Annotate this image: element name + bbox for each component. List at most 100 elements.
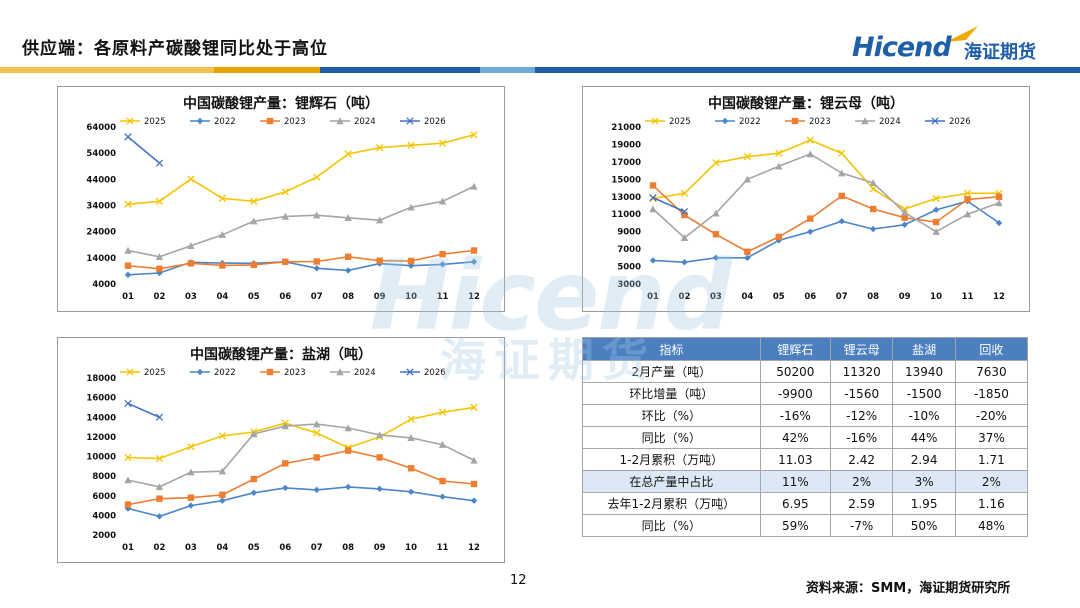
data-point-2022 <box>807 228 814 235</box>
x-tick-label: 08 <box>342 543 354 553</box>
table-cell: 1.95 <box>892 492 956 515</box>
data-point-2022 <box>775 237 783 244</box>
table-cell: -10% <box>892 404 956 427</box>
data-point-2022 <box>712 254 720 262</box>
x-tick-label: 02 <box>154 543 166 553</box>
table-cell: 37% <box>954 426 1029 449</box>
x-tick-label: 06 <box>279 292 291 302</box>
table-cell: 2.42 <box>829 448 894 471</box>
legend-label: 2025 <box>669 117 691 127</box>
data-point-2023 <box>313 258 320 265</box>
data-point-2022 <box>344 267 352 274</box>
logo-text-en: Hicend <box>852 32 952 63</box>
data-point-2023 <box>344 447 352 454</box>
series-line-2023 <box>652 184 1000 253</box>
data-point-2025 <box>124 200 132 208</box>
y-tick-label: 54000 <box>86 149 116 159</box>
source-note: 资料来源：SMM，海证期货研究所 <box>806 581 1011 596</box>
data-point-2024 <box>124 246 132 254</box>
table-cell: 2.59 <box>829 492 894 515</box>
y-tick-label: 4000 <box>92 280 116 290</box>
y-tick-label: 24000 <box>86 228 116 238</box>
table-cell: -16% <box>759 404 831 427</box>
legend-label: 2026 <box>949 117 971 127</box>
data-point-2022 <box>313 486 320 494</box>
x-tick-label: 11 <box>437 292 449 302</box>
table-cell: 环比（%） <box>582 404 761 427</box>
data-point-2022 <box>407 488 415 496</box>
data-point-2022 <box>470 258 478 265</box>
data-point-2024 <box>187 242 195 249</box>
table-cell: 13940 <box>892 360 956 383</box>
table-header-cell: 锂云母 <box>829 337 894 361</box>
data-point-2023 <box>250 261 258 269</box>
company-logo: Hicend 海证期货 <box>852 26 1052 66</box>
data-point-2024 <box>932 227 940 235</box>
series-line-2022 <box>652 200 1000 264</box>
x-tick-label: 01 <box>647 292 659 302</box>
data-point-2022 <box>681 258 688 266</box>
data-point-2025 <box>470 403 478 412</box>
data-point-2023 <box>313 454 320 461</box>
x-tick-label: 05 <box>248 543 260 553</box>
y-tick-label: 14000 <box>86 254 116 264</box>
legend-label: 2024 <box>354 117 376 127</box>
legend-marker <box>651 117 659 125</box>
data-point-2024 <box>124 476 132 484</box>
table-cell: -12% <box>829 404 894 427</box>
table-cell: 1.16 <box>954 492 1029 515</box>
chart-title: 中国碳酸锂产量：盐湖（吨） <box>190 346 372 363</box>
data-point-2022 <box>376 485 383 493</box>
data-point-2025 <box>344 150 352 158</box>
table-cell: 11320 <box>829 360 894 383</box>
data-point-2025 <box>218 194 227 203</box>
data-point-2022 <box>282 484 289 492</box>
table-cell: 3% <box>892 470 956 493</box>
table-cell: 2% <box>829 470 894 493</box>
x-tick-label: 06 <box>279 543 291 553</box>
data-point-2024 <box>281 422 289 430</box>
data-point-2024 <box>470 456 478 464</box>
logo-wing-icon <box>946 26 978 42</box>
data-point-2023 <box>124 501 132 508</box>
data-point-2024 <box>806 150 814 158</box>
data-point-2023 <box>439 250 446 258</box>
data-point-2024 <box>344 214 352 221</box>
chart-salt-lake: 中国碳酸锂产量：盐湖（吨） 2025 2022 2023 2024 2026 2000 400… <box>86 346 480 553</box>
legend-label: 2023 <box>284 368 306 378</box>
header-bar-segment <box>0 67 214 73</box>
data-point-2023 <box>744 248 751 255</box>
table-cell: 42% <box>759 426 831 449</box>
data-point-2025 <box>407 415 415 423</box>
table-cell: 11.03 <box>759 448 831 471</box>
table-row: 环比增量（吨） -9900 -1560 -1500 -1850 <box>582 382 1029 405</box>
y-tick-label: 4000 <box>92 511 116 521</box>
table-row: 2月产量（吨） 50200 11320 13940 7630 <box>582 360 1029 383</box>
legend-marker <box>336 117 344 125</box>
legend-marker <box>721 117 729 125</box>
data-point-2023 <box>156 265 163 273</box>
data-point-2025 <box>470 131 478 139</box>
data-point-2023 <box>376 454 383 461</box>
data-point-2024 <box>375 431 384 439</box>
data-point-2025 <box>313 173 321 181</box>
data-point-2023 <box>995 193 1003 200</box>
table-cell: 59% <box>759 514 831 537</box>
table-cell: 2.94 <box>892 448 956 471</box>
table-header-cell: 锂辉石 <box>759 337 831 361</box>
table-cell: 去年1-2月累积（万吨） <box>582 492 761 515</box>
table-cell: -20% <box>954 404 1029 427</box>
y-tick-label: 6000 <box>92 492 116 502</box>
y-tick-label: 15000 <box>611 175 641 185</box>
data-point-2022 <box>470 497 478 504</box>
x-tick-label: 03 <box>185 543 197 553</box>
data-point-2022 <box>439 493 446 500</box>
data-point-2023 <box>124 262 132 269</box>
data-point-2023 <box>187 260 195 267</box>
table-header-row: 指标 锂辉石 锂云母 盐湖 回收 <box>582 337 1029 361</box>
data-point-2023 <box>439 477 446 485</box>
data-point-2024 <box>313 420 321 428</box>
table-cell: 在总产量中占比 <box>582 470 761 493</box>
data-point-2024 <box>250 217 258 225</box>
data-point-2025 <box>218 432 227 440</box>
